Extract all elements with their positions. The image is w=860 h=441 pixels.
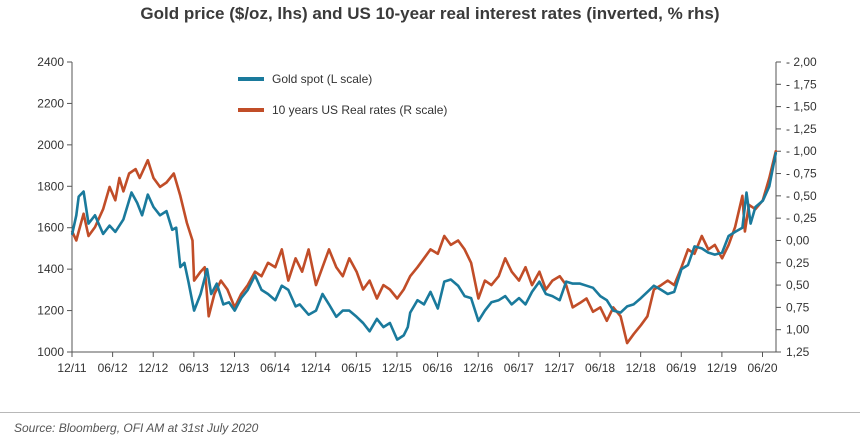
right-tick-label: 1,00	[786, 323, 810, 337]
right-tick-label: 0,25	[786, 256, 810, 270]
x-tick-label: 12/13	[219, 361, 249, 375]
x-tick-label: 06/14	[260, 361, 290, 375]
x-tick-label: 12/11	[57, 361, 86, 375]
x-tick-label: 06/13	[179, 361, 209, 375]
right-tick-label: - 0,25	[786, 211, 817, 225]
left-tick-label: 2000	[37, 138, 64, 152]
left-tick-label: 1200	[37, 304, 64, 318]
axes: 1000 1200 1400 1600 1800 2000 2200 2400 - 2,00 - …	[37, 55, 817, 375]
x-tick-label: 06/16	[423, 361, 453, 375]
left-tick-label: 2400	[37, 55, 64, 69]
right-tick-label: - 1,50	[786, 100, 817, 114]
right-tick-label: - 1,00	[786, 144, 817, 158]
x-tick-label: 06/20	[747, 361, 777, 375]
x-tick-label: 12/14	[301, 361, 331, 375]
x-tick-label: 12/17	[544, 361, 574, 375]
right-tick-label: - 2,00	[786, 55, 817, 69]
right-tick-label: - 1,75	[786, 77, 817, 91]
divider-line	[0, 412, 860, 413]
left-tick-label: 2200	[37, 96, 64, 110]
real-rates-series-line	[70, 149, 778, 345]
x-tick-label: 06/12	[98, 361, 128, 375]
x-tick-label: 06/17	[504, 361, 534, 375]
left-tick-label: 1600	[37, 221, 64, 235]
left-tick-label: 1400	[37, 262, 64, 276]
right-tick-label: 0,00	[786, 233, 810, 247]
right-tick-label: 0,50	[786, 278, 810, 292]
x-tick-label: 12/12	[138, 361, 168, 375]
legend: Gold spot (L scale) 10 years US Real rate…	[238, 72, 447, 117]
legend-gold-spot-label: Gold spot (L scale)	[272, 72, 372, 86]
x-tick-label: 06/19	[666, 361, 696, 375]
chart-title: Gold price ($/oz, lhs) and US 10-year re…	[140, 4, 720, 23]
right-tick-label: - 0,75	[786, 167, 817, 181]
legend-real-rates-label: 10 years US Real rates (R scale)	[272, 103, 447, 117]
x-tick-label: 12/18	[626, 361, 656, 375]
gold-spot-series-line	[70, 151, 778, 341]
x-tick-label: 12/16	[463, 361, 493, 375]
x-tick-label: 06/15	[341, 361, 371, 375]
x-tick-label: 12/15	[382, 361, 412, 375]
left-tick-label: 1000	[37, 345, 64, 359]
left-tick-label: 1800	[37, 179, 64, 193]
right-tick-label: - 0,50	[786, 189, 817, 203]
right-tick-label: 1,25	[786, 345, 810, 359]
x-tick-label: 06/18	[585, 361, 615, 375]
right-tick-label: 0,75	[786, 300, 810, 314]
x-tick-label: 12/19	[707, 361, 737, 375]
source-note: Source: Bloomberg, OFI AM at 31st July 2…	[14, 421, 259, 435]
series-layer	[70, 149, 778, 345]
right-tick-label: - 1,25	[786, 122, 817, 136]
